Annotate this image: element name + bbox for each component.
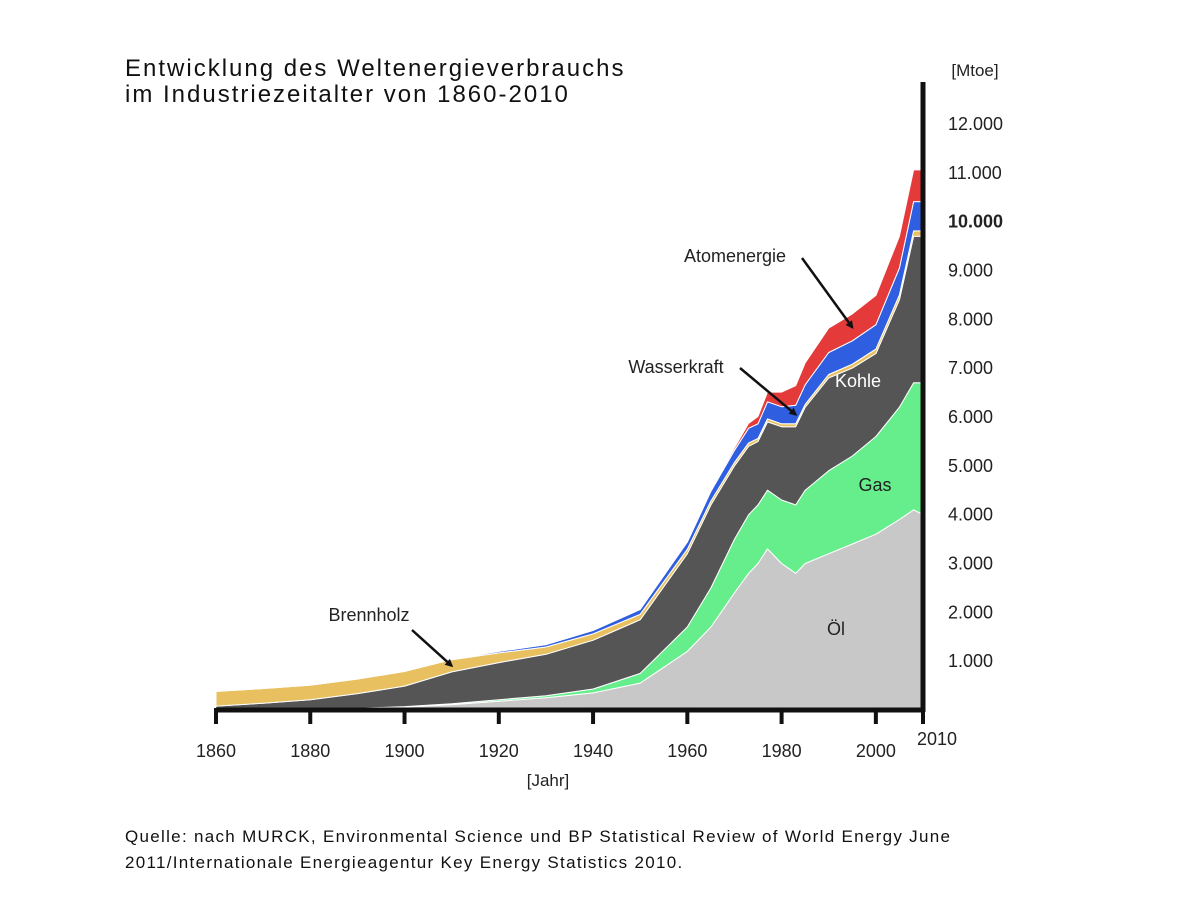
chart-title: Entwicklung des Weltenergieverbrauchs im… (125, 56, 625, 108)
x-tick-label: 1920 (479, 741, 519, 761)
x-tick-label: 1960 (667, 741, 707, 761)
y-tick-label: 12.000 (948, 114, 1003, 134)
stacked-areas (215, 169, 924, 711)
x-tick-label: 1940 (573, 741, 613, 761)
x-tick-label: 1860 (196, 741, 236, 761)
annotation-arrow-wasserkraft (739, 367, 798, 416)
y-axis-label: [Mtoe] (951, 61, 998, 80)
y-tick-label: 6.000 (948, 407, 993, 427)
annotation-brennholz: Brennholz (328, 605, 409, 625)
x-tick-label: 2010 (917, 729, 957, 749)
source-note: Quelle: nach MURCK, Environmental Scienc… (125, 824, 1125, 876)
y-tick-label: 3.000 (948, 553, 993, 573)
annotations: Atomenergie Wasserkraft Kohle Gas Öl Brennhol… (328, 246, 892, 668)
source-line-2: 2011/Internationale Energieagentur Key E… (125, 853, 684, 872)
chart-title-line-2: im Industriezeitalter von 1860-2010 (125, 81, 570, 108)
y-tick-label: 5.000 (948, 456, 993, 476)
x-tick-label: 1880 (290, 741, 330, 761)
y-axis: 1.000 2.000 3.000 4.000 5.000 6.000 7.000 8.000… (920, 82, 1003, 712)
y-tick-label: 7.000 (948, 358, 993, 378)
y-tick-label: 9.000 (948, 260, 993, 280)
y-tick-label: 4.000 (948, 505, 993, 525)
x-tick-label: 1980 (762, 741, 802, 761)
x-tick-label: 2000 (856, 741, 896, 761)
y-tick-label: 8.000 (948, 309, 993, 329)
annotation--l: Öl (827, 619, 845, 639)
x-axis: 1860 1880 1900 1920 1940 1960 1980 2000 2010 (196, 707, 957, 761)
y-tick-label: 2.000 (948, 602, 993, 622)
annotation-arrow-brennholz (411, 629, 454, 668)
annotation-atomenergie: Atomenergie (684, 246, 786, 266)
annotation-arrow-atomenergie (800, 257, 854, 329)
x-axis-label: [Jahr] (527, 771, 570, 790)
annotation-gas: Gas (858, 475, 891, 495)
x-tick-label: 1900 (385, 741, 425, 761)
chart-title-line-1: Entwicklung des Weltenergieverbrauchs (125, 55, 626, 82)
annotation-wasserkraft: Wasserkraft (628, 357, 723, 377)
y-tick-label: 11.000 (948, 163, 1002, 183)
source-line-1: Quelle: nach MURCK, Environmental Scienc… (125, 827, 952, 846)
y-tick-label: 10.000 (948, 212, 1003, 232)
annotation-kohle: Kohle (835, 371, 881, 391)
y-tick-label: 1.000 (948, 651, 993, 671)
